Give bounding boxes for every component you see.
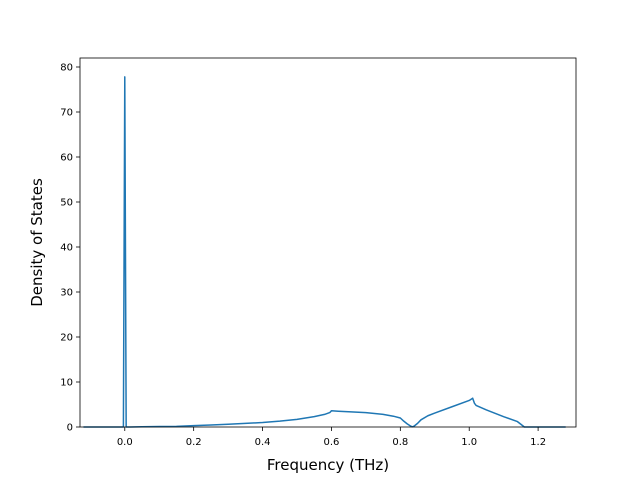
y-tick-label: 40 [60, 243, 73, 254]
x-tick-label: 0.0 [117, 437, 133, 448]
dos-series-line-0 [83, 76, 566, 428]
y-tick-label: 70 [60, 108, 73, 119]
y-tick-label: 20 [60, 333, 73, 344]
x-tick-label: 0.6 [323, 437, 339, 448]
y-tick-label: 30 [60, 288, 73, 299]
y-tick-label: 60 [60, 153, 73, 164]
axes: 0.0 0.2 0.4 0.6 0.8 1.0 1.2 0 10 20 30 40 50 60 70 80 [60, 57, 577, 448]
y-tick-label: 80 [60, 63, 73, 74]
x-axis-label: Frequency (THz) [267, 456, 389, 474]
x-tick-label: 0.2 [186, 437, 202, 448]
x-tick-label: 1.0 [461, 437, 477, 448]
y-axis-label: Density of States [28, 178, 46, 307]
y-tick-label: 50 [60, 198, 73, 209]
y-tick-label: 10 [60, 378, 73, 389]
x-tick-label: 0.8 [392, 437, 408, 448]
x-tick-label: 1.2 [530, 437, 546, 448]
x-tick-label: 0.4 [255, 437, 271, 448]
plot-area [83, 76, 566, 428]
y-tick-label: 0 [67, 423, 73, 434]
plot-frame [79, 57, 577, 428]
